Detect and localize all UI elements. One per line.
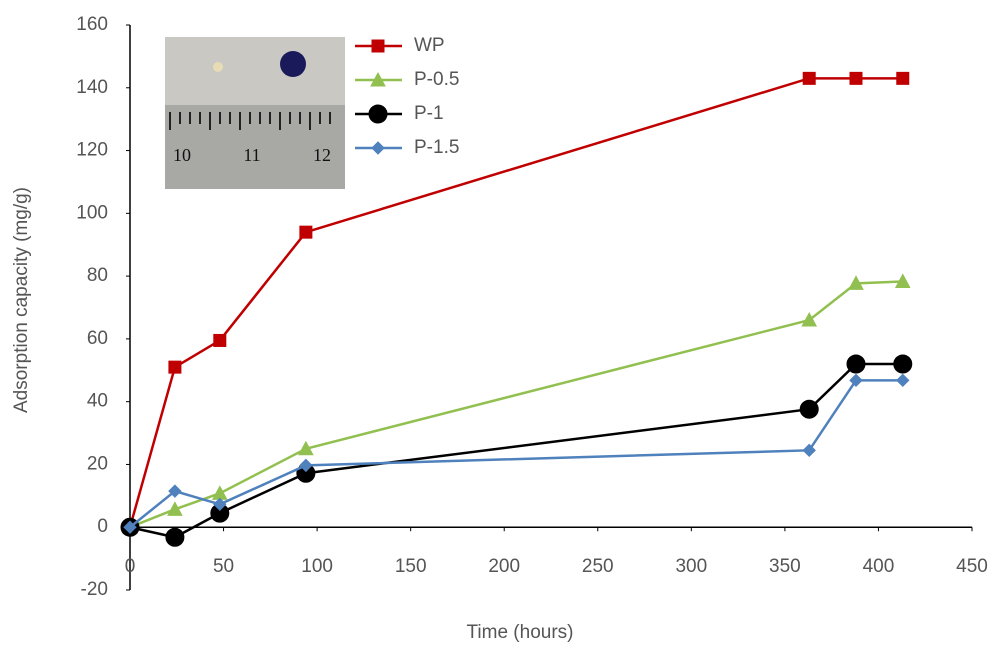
x-axis-label: Time (hours) (467, 622, 574, 643)
marker (802, 443, 816, 458)
marker (799, 399, 819, 419)
legend-label: P-1.5 (414, 137, 459, 158)
marker (167, 501, 183, 516)
x-tick-label: 400 (863, 556, 895, 577)
marker (298, 440, 314, 456)
y-tick-label: 40 (87, 391, 108, 412)
x-tick-label: 250 (582, 556, 614, 577)
x-tick-label: 300 (675, 556, 707, 577)
y-tick-label: 80 (87, 265, 108, 286)
y-tick-label: 100 (76, 202, 108, 223)
y-tick-label: 0 (97, 516, 108, 537)
marker (299, 225, 313, 239)
legend-label: P-1 (414, 103, 444, 124)
inset-photo (165, 37, 345, 189)
x-tick-label: 350 (769, 556, 801, 577)
y-tick-label: 60 (87, 328, 108, 349)
marker (368, 104, 388, 124)
series-line (129, 379, 903, 529)
marker (849, 71, 863, 85)
marker (168, 360, 182, 374)
marker (846, 354, 866, 374)
x-tick-label: 200 (488, 556, 520, 577)
x-tick-label: 100 (301, 556, 333, 577)
marker (211, 485, 228, 500)
y-tick-label: 20 (87, 453, 108, 474)
x-tick-label: 450 (956, 556, 988, 577)
x-tick-label: 50 (213, 556, 234, 577)
marker (894, 273, 911, 288)
marker (371, 39, 385, 53)
marker (896, 373, 910, 388)
inset-ruler-label: 12 (313, 145, 331, 165)
legend-label: WP (414, 35, 445, 56)
marker (370, 71, 386, 87)
legend-label: P-0.5 (414, 69, 459, 90)
series-line (129, 280, 903, 529)
marker (802, 71, 816, 85)
marker (893, 354, 913, 374)
y-axis-label: Adsorption capacity (mg/g) (11, 187, 32, 413)
marker (213, 497, 227, 512)
inset-ruler-label: 11 (243, 145, 260, 165)
marker (299, 458, 313, 473)
marker (896, 71, 910, 85)
y-tick-label: 120 (76, 140, 108, 161)
marker (848, 275, 864, 290)
inset-ruler-label: 10 (173, 145, 191, 165)
y-tick-label: 140 (76, 77, 108, 98)
x-tick-label: 0 (125, 556, 136, 577)
marker (168, 484, 182, 498)
marker (371, 141, 385, 155)
y-tick-label: -20 (81, 579, 108, 600)
y-tick-label: 160 (76, 14, 108, 35)
marker (165, 527, 185, 547)
x-tick-label: 150 (395, 556, 427, 577)
marker (213, 333, 227, 347)
marker (123, 520, 137, 534)
marker (849, 373, 863, 388)
marker (801, 312, 818, 327)
